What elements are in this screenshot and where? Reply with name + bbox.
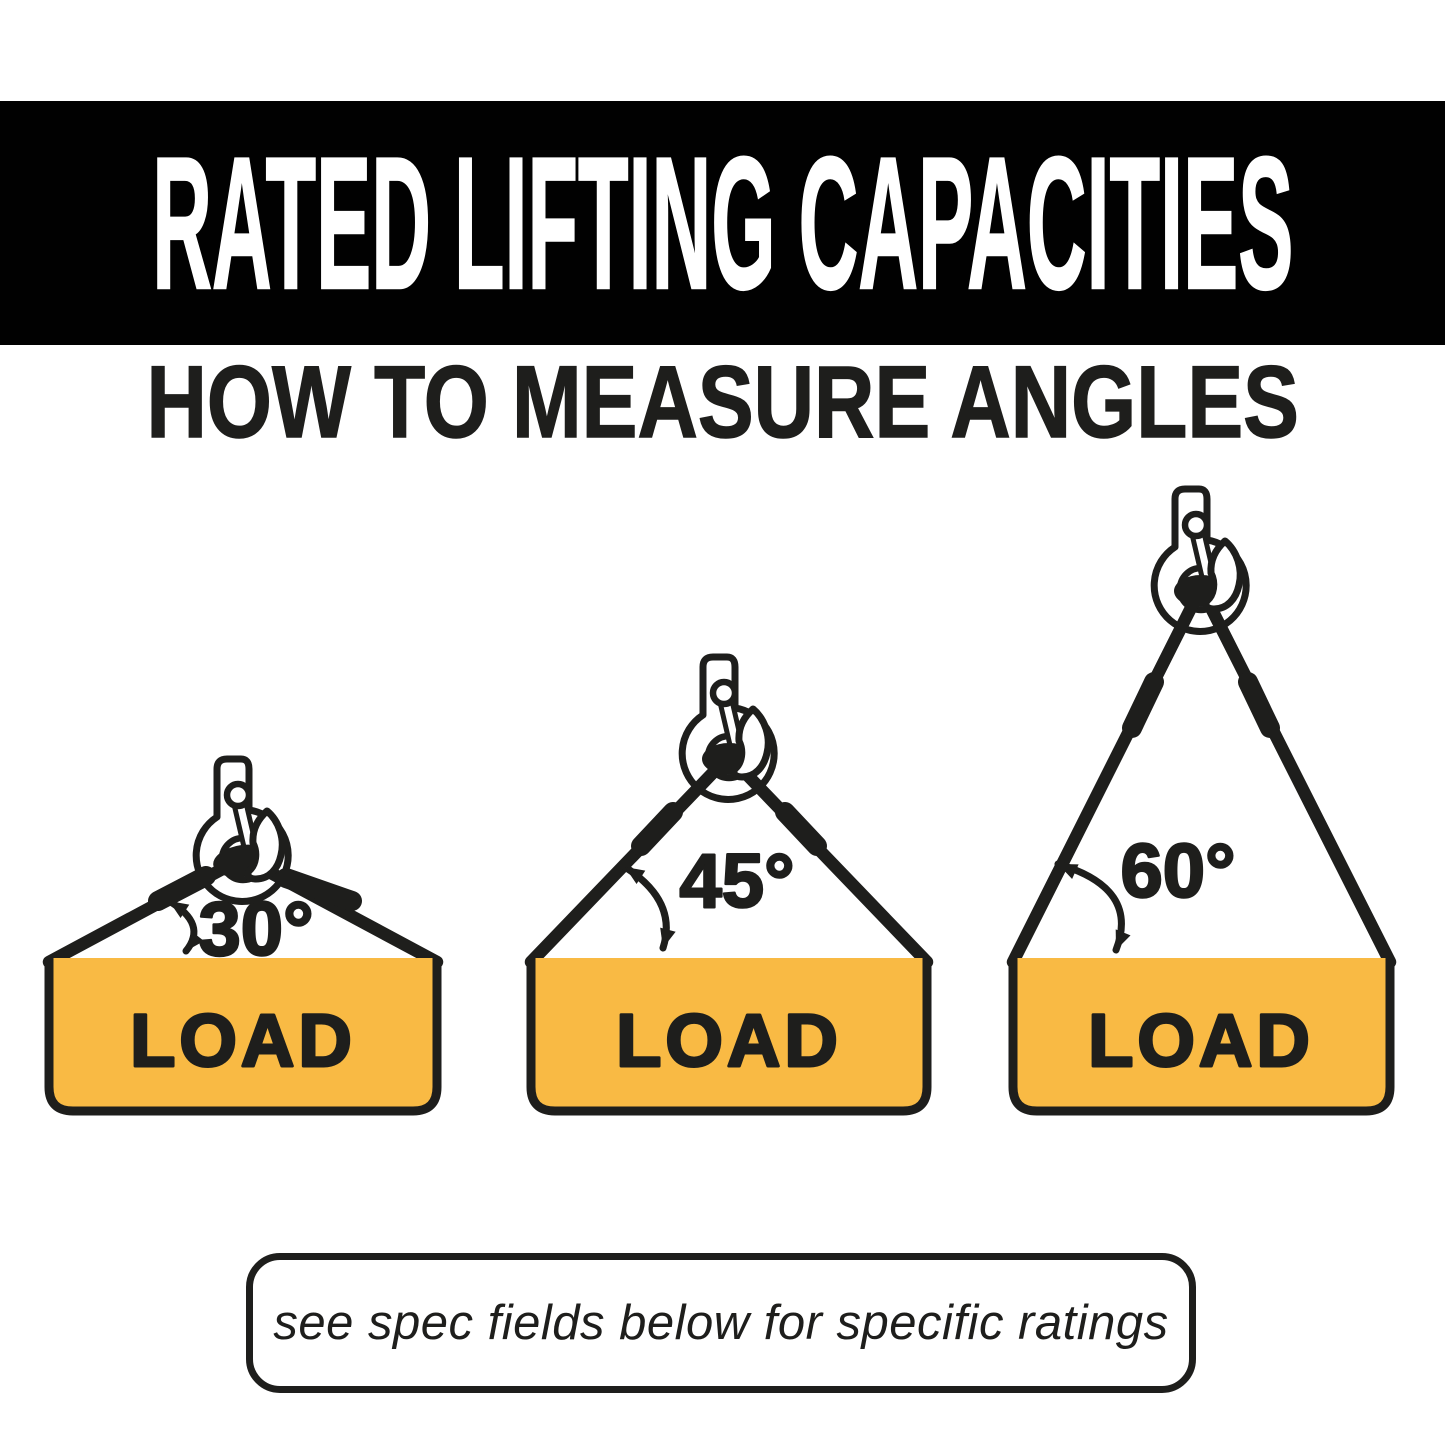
load-box — [1008, 958, 1395, 1116]
diagram-30deg: LOAD 30° — [42, 759, 444, 1116]
arrowhead-up-icon — [625, 867, 646, 885]
sling-eye-right — [1238, 672, 1280, 738]
arrowhead-down-icon — [186, 931, 205, 951]
load-label: LOAD — [130, 999, 356, 1082]
diagram-60deg: LOAD 60° — [1006, 489, 1397, 1116]
load-box — [526, 958, 932, 1116]
angle-label: 45° — [680, 839, 795, 924]
footnote-text: see spec fields below for specific ratin… — [273, 1296, 1169, 1350]
load-box — [44, 958, 442, 1116]
banner-title: RATED LIFTING CAPACITIES — [151, 118, 1294, 328]
arrowhead-up-icon — [1058, 864, 1079, 880]
sling-eye-left — [1122, 672, 1164, 738]
angle-label: 30° — [199, 887, 314, 972]
sling-eye-right — [276, 868, 362, 911]
banner: RATED LIFTING CAPACITIES — [0, 101, 1445, 345]
sling-left — [524, 749, 736, 969]
load-label: LOAD — [1088, 999, 1314, 1082]
subtitle-text: HOW TO MEASURE ANGLES — [146, 345, 1300, 459]
sling-right — [236, 851, 444, 969]
sling-eye-right — [775, 802, 827, 856]
sling-eye-left — [631, 802, 683, 856]
subtitle: HOW TO MEASURE ANGLES — [0, 345, 1445, 459]
sling-right — [722, 749, 934, 969]
arrowhead-down-icon — [660, 927, 676, 948]
angle-label: 60° — [1121, 829, 1236, 914]
angle-arrow — [621, 863, 670, 952]
sling-left — [1006, 581, 1208, 969]
load-label: LOAD — [616, 999, 842, 1082]
sling-right — [1194, 581, 1397, 969]
sling-eye-left — [148, 866, 216, 911]
arrowhead-up-icon — [169, 901, 190, 919]
angle-arrow — [1054, 860, 1125, 954]
arrowhead-down-icon — [1115, 929, 1131, 950]
diagram-45deg: LOAD 45° — [524, 657, 934, 1116]
footnote-box: see spec fields below for specific ratin… — [246, 1253, 1196, 1393]
